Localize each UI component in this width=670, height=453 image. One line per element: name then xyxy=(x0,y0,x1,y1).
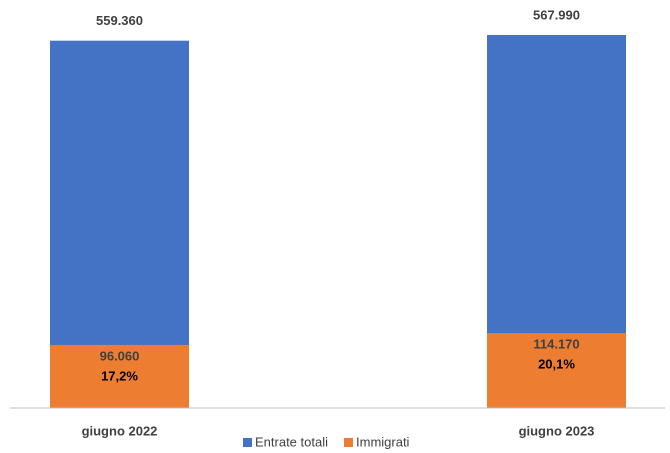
value-label: 559.360 xyxy=(96,13,143,28)
value-label: 567.990 xyxy=(533,7,580,22)
x-tick-label: giugno 2023 xyxy=(519,423,595,438)
x-tick-label: giugno 2022 xyxy=(82,423,158,438)
percent-label: 20,1% xyxy=(538,356,575,371)
bar xyxy=(487,333,626,408)
value-label: 114.170 xyxy=(533,336,579,351)
value-label: 96.060 xyxy=(100,348,140,363)
legend-swatch xyxy=(344,438,353,447)
bar xyxy=(50,344,189,408)
legend-label: Entrate totali xyxy=(255,434,328,449)
percent-label: 17,2% xyxy=(101,368,138,383)
legend-swatch xyxy=(243,438,252,447)
legend-label: Immigrati xyxy=(356,434,410,449)
